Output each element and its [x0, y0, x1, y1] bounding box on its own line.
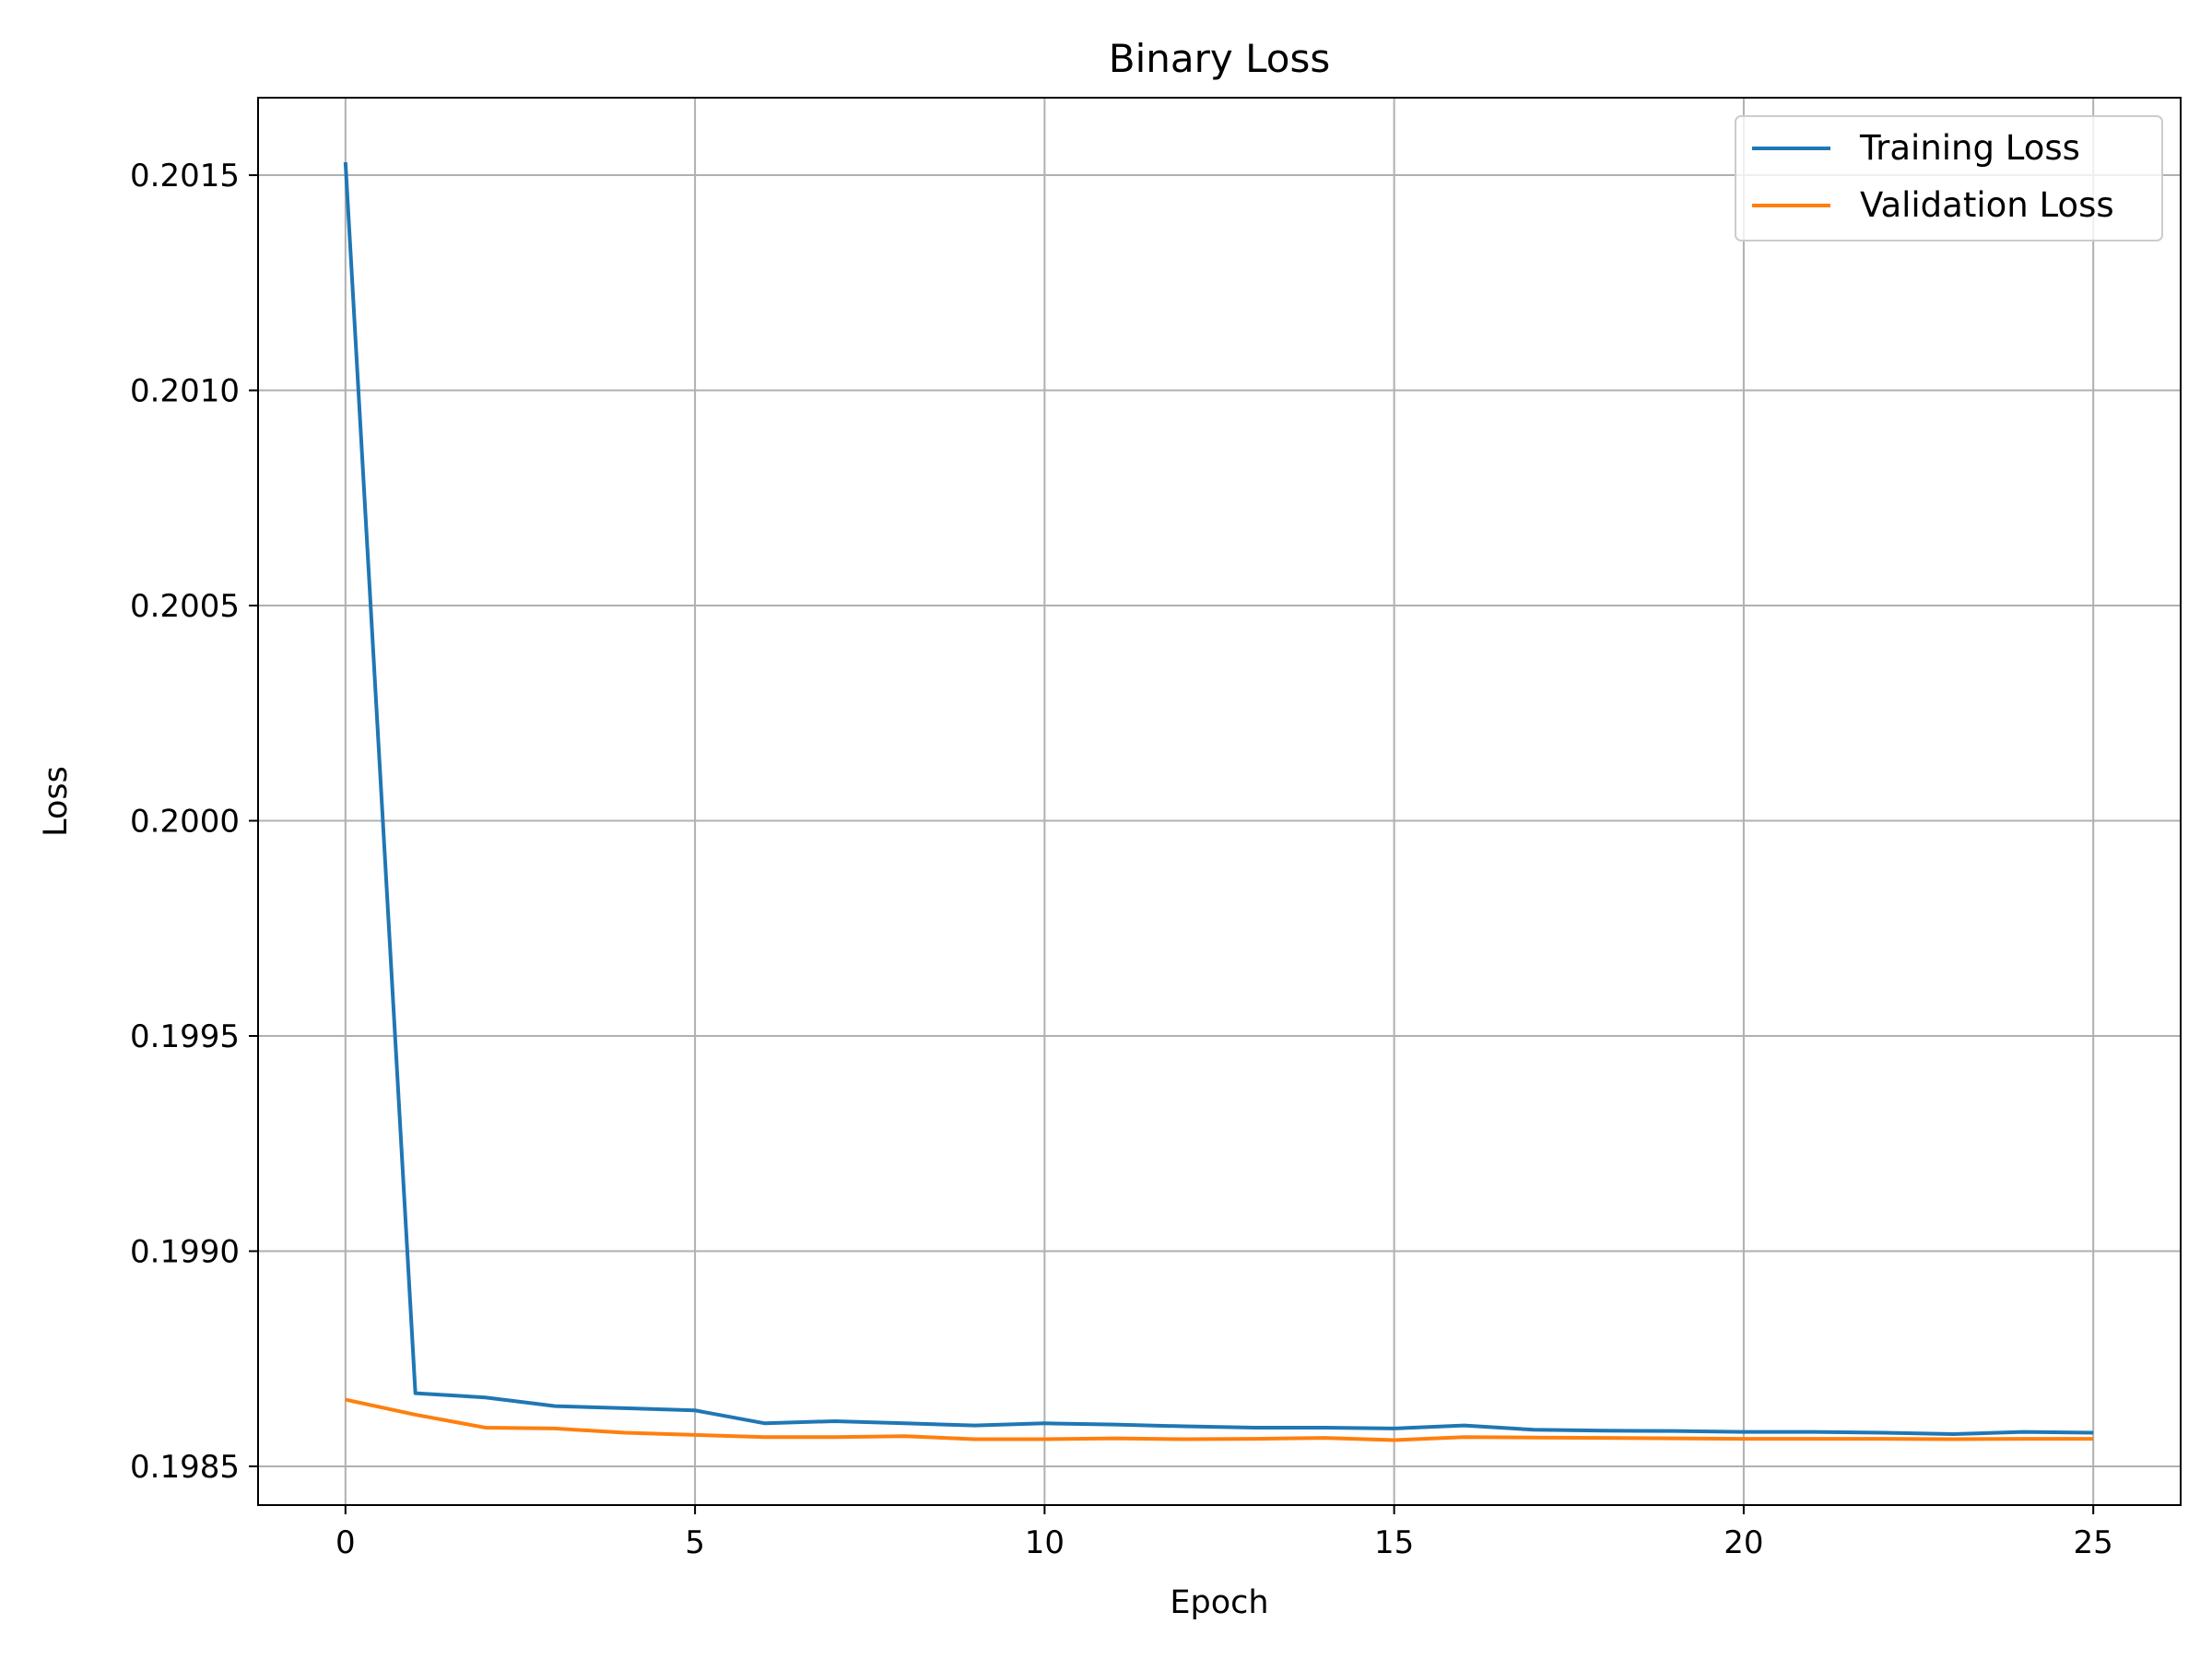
y-tick-label: 0.2010	[130, 373, 240, 410]
y-tick-label: 0.2015	[130, 158, 240, 194]
x-tick-label: 0	[335, 1524, 356, 1561]
legend: Training Loss Validation Loss	[1735, 115, 2163, 241]
legend-box	[1735, 115, 2163, 241]
y-tick-label: 0.2005	[130, 588, 240, 625]
x-tick-label: 10	[1025, 1524, 1065, 1561]
ticks: 0 5 10 15 20 25 0.1985 0.1990 0.1995 0.2000 0.2005…	[130, 158, 2113, 1561]
series-layer	[343, 161, 2094, 1442]
plot-frame	[257, 97, 2182, 1506]
legend-validation-label: Validation Loss	[1860, 185, 2114, 225]
chart-title: Binary Loss	[1109, 36, 1330, 81]
y-axis-label: Loss	[38, 766, 75, 837]
y-tick-label: 0.1990	[130, 1233, 240, 1270]
legend-training-label: Training Loss	[1859, 128, 2080, 168]
x-tick-label: 25	[2074, 1524, 2113, 1561]
y-tick-label: 0.1995	[130, 1018, 240, 1055]
x-tick-label: 15	[1374, 1524, 1414, 1561]
y-tick-label: 0.2000	[130, 804, 240, 841]
training-loss-line	[343, 161, 2094, 1436]
y-tick-label: 0.1985	[130, 1449, 240, 1486]
validation-loss-line	[345, 1397, 2094, 1442]
x-axis-label: Epoch	[1170, 1584, 1268, 1621]
x-tick-label: 5	[685, 1524, 705, 1561]
x-tick-label: 20	[1724, 1524, 1763, 1561]
